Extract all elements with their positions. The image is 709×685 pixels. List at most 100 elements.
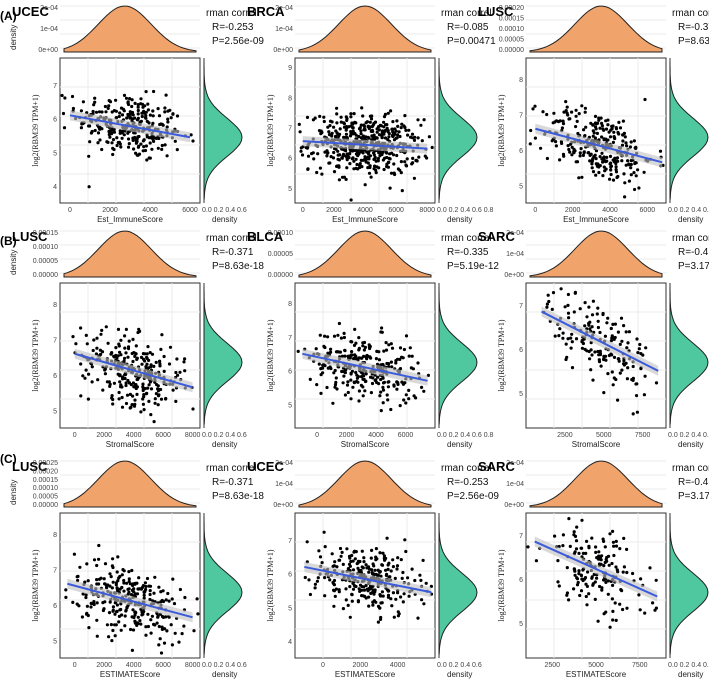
scatter-point (379, 377, 383, 382)
scatter-point (111, 557, 115, 561)
cancer-label: SARC (478, 229, 515, 244)
scatter-point (610, 370, 614, 374)
scatter-point (394, 361, 398, 365)
scatter-point (348, 585, 352, 589)
scatter-point (64, 588, 68, 592)
scatter-point (123, 346, 127, 350)
scatter-point (583, 577, 587, 581)
scatter-point (84, 593, 88, 597)
scatter-point (135, 592, 140, 596)
regression-line (74, 352, 193, 389)
scatter-point (329, 347, 333, 351)
stat-r: R=-0.371 (212, 247, 254, 258)
stat-p: P=3.17e-11 (678, 261, 709, 272)
scatter-point (603, 560, 607, 565)
scatter-point (554, 144, 559, 148)
scatter-point (159, 651, 164, 655)
scatter-point (588, 327, 592, 331)
scatter-point (364, 372, 368, 376)
scatter-point (614, 539, 618, 544)
scatter-point (381, 158, 385, 162)
scatter-point (609, 326, 613, 331)
scatter-point (156, 387, 160, 391)
scatter-point (643, 97, 647, 102)
cancer-label: LUSC (478, 4, 514, 19)
scatter-point (133, 116, 137, 120)
scatter-point (416, 136, 420, 140)
scatter-point (404, 334, 409, 338)
x-tick-label: 2000 (102, 207, 118, 214)
scatter-point (613, 136, 617, 141)
scatter-point (144, 625, 148, 629)
scatter-point (627, 162, 631, 166)
scatter-point (120, 405, 125, 409)
scatter-point (390, 604, 394, 608)
scatter-point (374, 547, 378, 551)
scatter-point (616, 398, 620, 402)
scatter-point (561, 544, 565, 548)
scatter-point (362, 123, 366, 127)
scatter-point (381, 594, 385, 598)
scatter-point (341, 562, 345, 567)
scatter-point (588, 159, 592, 163)
density-tick-label: 1e-04 (275, 481, 293, 488)
density-tick-label: 1e-04 (275, 26, 293, 33)
y-tick-label: 7 (288, 125, 292, 132)
scatter-point (360, 106, 364, 110)
scatter-point (162, 369, 166, 373)
scatter-point (629, 140, 633, 144)
scatter-point (355, 373, 359, 377)
scatter-point (132, 615, 136, 620)
scatter-point (146, 612, 150, 616)
scatter-point (329, 366, 333, 371)
scatter-point (316, 576, 320, 580)
scatter-point (616, 330, 621, 334)
scatter-point (368, 114, 372, 118)
scatter-point (385, 123, 389, 127)
scatter-point (91, 109, 95, 114)
scatter-point (584, 582, 588, 586)
scatter-point (392, 615, 396, 619)
scatter-point (588, 320, 592, 324)
scatter-point (99, 332, 103, 336)
scatter-point (172, 602, 177, 606)
scatter-point (390, 133, 394, 138)
x-tick-label: 5000 (588, 662, 604, 669)
regression-line (304, 565, 432, 594)
scatter-point (620, 368, 624, 372)
density-tick-label: 0.00000 (268, 272, 293, 279)
scatter-point (572, 530, 576, 534)
scatter-point (596, 319, 600, 323)
scatter-point (80, 615, 84, 619)
scatter-point (361, 385, 365, 389)
scatter-point (160, 333, 164, 337)
scatter-point (327, 130, 331, 134)
scatter-point (392, 171, 396, 175)
scatter-point (384, 573, 388, 578)
scatter-point (617, 120, 621, 124)
scatter-point (123, 614, 127, 618)
density-tick-label: 0.00005 (33, 258, 58, 265)
scatter-point (556, 559, 560, 563)
scatter-point (362, 340, 367, 345)
scatter-point (605, 159, 609, 163)
scatter-point (340, 354, 344, 358)
scatter-point (323, 545, 327, 549)
scatter-point (570, 366, 575, 370)
scatter-point (368, 164, 372, 168)
scatter-point (339, 554, 343, 558)
scatter-point (386, 567, 390, 572)
scatter-point (623, 181, 627, 185)
scatter-point (318, 333, 322, 337)
scatter-point (380, 326, 384, 330)
scatter-point (109, 352, 113, 356)
scatter-point (315, 383, 319, 387)
scatter-point (590, 313, 595, 317)
scatter-point (318, 114, 322, 118)
scatter-point (560, 141, 564, 145)
scatter-point (157, 585, 161, 589)
stat-p: P=3.17e-11 (678, 491, 709, 502)
scatter-point (319, 373, 323, 377)
scatter-point (183, 369, 187, 373)
scatter-point (90, 365, 94, 369)
